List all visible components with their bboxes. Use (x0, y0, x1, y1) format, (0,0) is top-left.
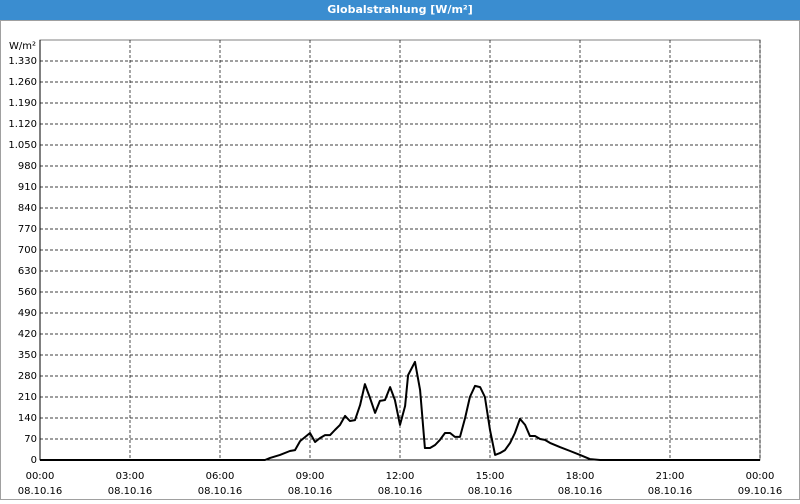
y-tick-label: 420 (18, 329, 37, 340)
x-tick-date: 08.10.16 (198, 486, 243, 497)
y-tick-label: 140 (18, 413, 37, 424)
x-tick-date: 08.10.16 (558, 486, 603, 497)
y-tick-label: 0 (31, 455, 37, 466)
x-tick-label: 00:00 (26, 471, 55, 482)
x-tick-label: 15:00 (476, 471, 505, 482)
chart-title: Globalstrahlung [W/m²] (327, 3, 473, 16)
x-tick-date: 09.10.16 (738, 486, 783, 497)
y-tick-label: 770 (18, 224, 37, 235)
x-tick-date: 08.10.16 (648, 486, 693, 497)
x-tick-label: 00:00 (746, 471, 775, 482)
y-tick-label: 630 (18, 266, 37, 277)
y-tick-label: 840 (18, 203, 37, 214)
title-bar (0, 0, 800, 20)
x-tick-date: 08.10.16 (288, 486, 333, 497)
y-tick-label: 700 (18, 245, 37, 256)
y-axis-label: W/m² (9, 41, 36, 52)
y-tick-label: 1.190 (8, 98, 37, 109)
y-tick-label: 980 (18, 161, 37, 172)
x-tick-label: 09:00 (296, 471, 325, 482)
x-tick-label: 21:00 (656, 471, 685, 482)
y-tick-label: 910 (18, 182, 37, 193)
y-tick-label: 1.120 (8, 119, 37, 130)
x-tick-date: 08.10.16 (468, 486, 513, 497)
x-tick-label: 18:00 (566, 471, 595, 482)
y-tick-label: 280 (18, 371, 37, 382)
y-tick-label: 1.330 (8, 56, 37, 67)
x-tick-date: 08.10.16 (378, 486, 423, 497)
y-tick-label: 560 (18, 287, 37, 298)
y-tick-label: 350 (18, 350, 37, 361)
y-tick-label: 1.050 (8, 140, 37, 151)
line (40, 360, 760, 461)
x-tick-label: 06:00 (206, 471, 235, 482)
x-tick-date: 08.10.16 (18, 486, 63, 497)
x-tick-date: 08.10.16 (108, 486, 153, 497)
y-tick-label: 210 (18, 392, 37, 403)
x-tick-label: 12:00 (386, 471, 415, 482)
x-tick-label: 03:00 (116, 471, 145, 482)
y-tick-label: 70 (24, 434, 37, 445)
y-tick-label: 490 (18, 308, 37, 319)
y-tick-label: 1.260 (8, 77, 37, 88)
